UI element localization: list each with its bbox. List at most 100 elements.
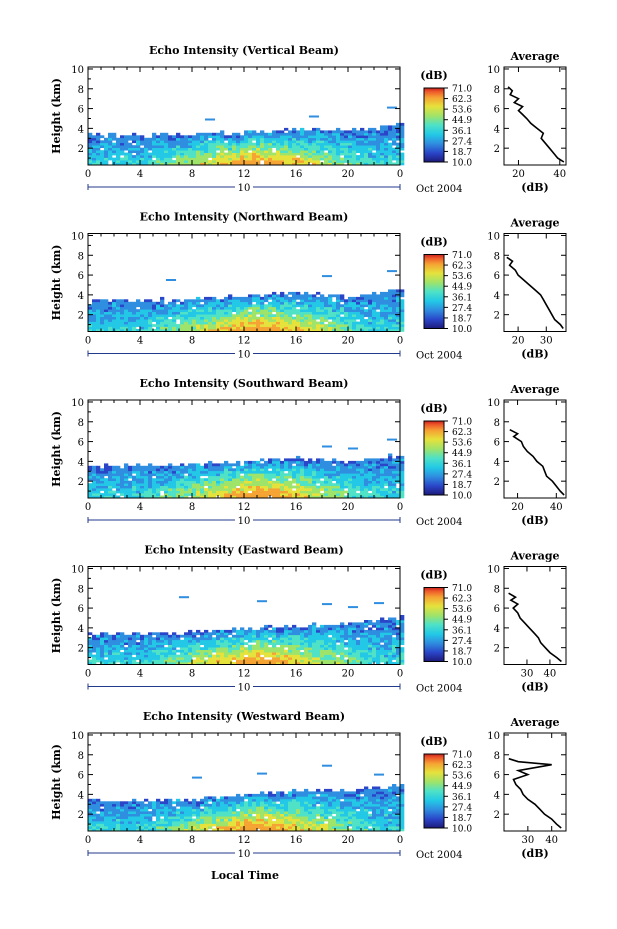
heatmap-cell — [180, 326, 185, 330]
heatmap-cell — [192, 324, 197, 327]
heatmap-cell — [376, 150, 381, 153]
heatmap-cell — [236, 135, 241, 139]
heatmap-cell — [204, 311, 209, 315]
heatmap-cell — [328, 314, 333, 317]
heatmap-cell — [300, 135, 305, 139]
heatmap-cell — [172, 634, 177, 638]
heatmap-cell — [316, 137, 321, 141]
heatmap-cell — [360, 157, 365, 161]
heatmap-cell — [136, 647, 141, 650]
heatmap-cell — [220, 652, 225, 655]
heatmap-cell — [400, 132, 405, 136]
heatmap-cell — [96, 132, 101, 136]
heatmap-cell — [288, 473, 293, 477]
heatmap-cell — [152, 147, 157, 151]
heatmap-cell — [244, 135, 249, 139]
heatmap-cell — [172, 301, 177, 305]
heatmap-cell — [292, 152, 297, 156]
heatmap-cell — [116, 808, 121, 812]
heatmap-cell — [288, 463, 293, 467]
heatmap-cell — [136, 475, 141, 479]
heatmap-cell — [236, 662, 241, 665]
heatmap-cell — [384, 480, 389, 484]
heatmap-cell — [356, 649, 361, 653]
heatmap-cell — [236, 160, 241, 163]
heatmap-cell — [284, 649, 289, 653]
heatmap-cell — [212, 478, 217, 481]
heatmap-cell — [188, 652, 193, 655]
heatmap-cell — [192, 314, 197, 317]
heatmap-cell — [188, 465, 193, 469]
heatmap-cell — [400, 649, 405, 653]
heatmap-cell — [184, 644, 189, 648]
heatmap-cell — [228, 657, 233, 660]
heatmap-cell — [136, 662, 141, 665]
heatmap-cell — [136, 316, 141, 320]
heatmap-cell — [400, 294, 405, 298]
heatmap-cell — [140, 488, 145, 491]
average-line — [506, 256, 564, 329]
heatmap-cell — [356, 644, 361, 648]
heatmap-cell — [208, 147, 213, 151]
heatmap-cell — [112, 326, 117, 330]
heatmap-cell — [220, 137, 225, 141]
heatmap-cell — [124, 801, 129, 805]
heatmap-cell — [132, 490, 137, 494]
heatmap-cell — [172, 659, 177, 663]
heatmap-cell — [328, 468, 333, 472]
heatmap-cell — [264, 644, 269, 648]
heatmap-cell — [344, 309, 349, 312]
heatmap-cell — [276, 294, 281, 298]
heatmap-cell — [320, 644, 325, 648]
heatmap-cell — [200, 152, 205, 156]
heatmap-cell — [192, 463, 197, 467]
heatmap-cell — [168, 470, 173, 474]
heatmap-cell — [120, 145, 125, 148]
heatmap-cell — [192, 135, 197, 139]
heatmap-cell — [312, 294, 317, 298]
heatmap-cell — [372, 294, 377, 298]
heatmap-cell — [352, 624, 357, 628]
heatmap-cell — [388, 145, 393, 148]
heatmap-cell — [104, 495, 109, 499]
day-label: 10 — [238, 516, 251, 527]
heatmap-cell — [88, 160, 93, 163]
heatmap-cell — [92, 488, 97, 491]
heatmap-cell — [144, 644, 149, 648]
heatmap-cell — [316, 463, 321, 467]
heatmap-cell — [400, 122, 405, 126]
heatmap-cell — [220, 321, 225, 325]
heatmap-cell — [132, 147, 137, 151]
heatmap-cell — [200, 495, 205, 499]
heatmap-cell — [100, 314, 105, 317]
average-y-tick-label: 6 — [494, 105, 500, 116]
heatmap-cell — [160, 304, 165, 308]
heatmap-cell — [280, 132, 285, 136]
heatmap-cell — [224, 135, 229, 139]
heatmap-cell — [264, 659, 269, 663]
heatmap-cell — [96, 816, 101, 819]
heatmap-cell — [332, 147, 337, 151]
heatmap-cell — [368, 160, 373, 163]
heatmap-cell — [200, 319, 205, 322]
heatmap-cell — [324, 639, 329, 643]
heatmap-cell — [232, 309, 237, 312]
heatmap-cell — [220, 132, 225, 136]
heatmap-cell — [344, 483, 349, 486]
heatmap-cell — [208, 132, 213, 136]
heatmap-cell — [184, 649, 189, 653]
heatmap-cell — [300, 316, 305, 320]
heatmap-cell — [396, 135, 401, 139]
heatmap-cell — [268, 140, 273, 144]
heatmap-cell — [296, 652, 301, 655]
heatmap-cell — [108, 644, 113, 648]
heatmap-cell — [264, 490, 269, 494]
heatmap-cell — [148, 649, 153, 653]
heatmap-cell — [392, 125, 397, 129]
heatmap-cell — [208, 306, 213, 310]
heatmap-cell — [308, 142, 313, 146]
heatmap-cell — [108, 808, 113, 812]
heatmap-cell — [364, 152, 369, 156]
heatmap-cell — [104, 301, 109, 305]
heatmap-cell — [220, 485, 225, 489]
